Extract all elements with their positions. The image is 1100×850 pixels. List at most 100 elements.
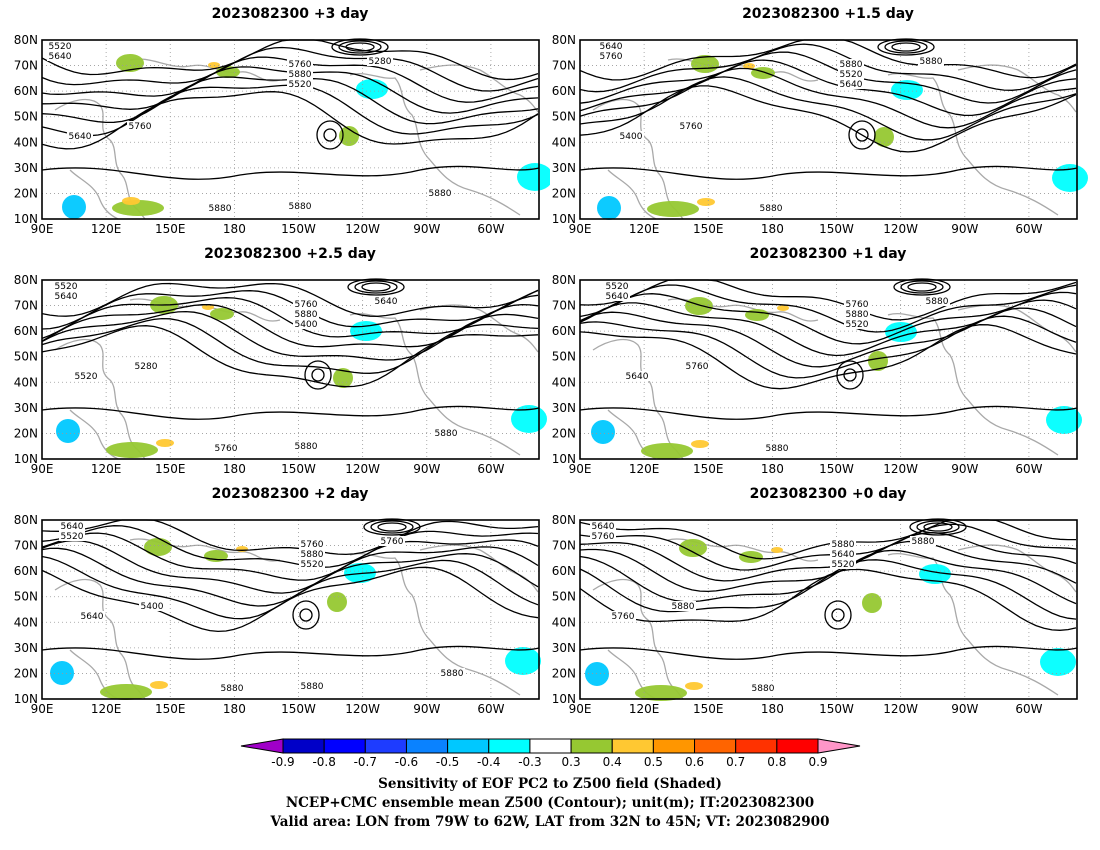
z500-low-contour	[916, 520, 960, 534]
contour-label-bg	[67, 131, 93, 141]
z500-contour	[41, 46, 539, 92]
z500-contour	[41, 539, 539, 594]
contour-label-bg	[610, 611, 636, 621]
contour-label-bg	[287, 79, 313, 89]
z500-contour	[41, 525, 539, 568]
coastline	[887, 72, 1059, 216]
z500-contour	[579, 291, 1077, 345]
contour-label-bg	[47, 41, 73, 51]
contour-label: 5640	[626, 372, 649, 382]
colorbar-tick-label: 0.4	[603, 755, 622, 769]
sensitivity-patch	[208, 62, 220, 68]
z500-contour	[41, 325, 539, 388]
footer-line-2: NCEP+CMC ensemble mean Z500 (Contour); u…	[285, 795, 815, 811]
lat-tick-label: 20N	[552, 426, 576, 440]
contour-label: 5880	[289, 70, 312, 80]
z500-contour	[579, 284, 1077, 333]
sensitivity-patch	[868, 351, 888, 371]
lon-tick-label: 120W	[345, 702, 380, 716]
z500-low-contour	[884, 40, 928, 54]
z500-low-contour	[909, 518, 967, 536]
map-panel: 2023082300 +0 day 5640 5760 5880 5640 5520 57…	[538, 480, 1088, 720]
z500-contour	[579, 523, 1077, 571]
z500-contour	[579, 315, 1077, 379]
lat-tick-label: 80N	[14, 513, 38, 527]
lat-tick-label: 10N	[552, 452, 576, 466]
lat-tick-label: 40N	[14, 135, 38, 149]
contour-label: 5880	[846, 310, 869, 320]
colorbar-swatch	[611, 738, 654, 754]
colorbar-tick-label: 0.5	[644, 755, 663, 769]
contour-label: 5520	[606, 282, 629, 292]
map-panel: 2023082300 +1 day 5520 5640 5760 5880 5520 56…	[538, 240, 1088, 480]
lat-tick-label: 40N	[14, 375, 38, 389]
contour-label: 5760	[301, 540, 324, 550]
map-frame	[579, 39, 1078, 220]
colorbar-tick-label: -0.7	[354, 755, 377, 769]
lat-tick-label: 70N	[552, 59, 576, 73]
sensitivity-patch	[641, 443, 693, 459]
z500-contour	[579, 51, 1077, 104]
lat-tick-label: 80N	[552, 513, 576, 527]
contour-label: 5520	[55, 282, 78, 292]
z500-low-contour	[923, 522, 953, 532]
z500-contour	[41, 310, 539, 361]
contour-label: 5280	[369, 57, 392, 67]
sensitivity-patch	[511, 405, 547, 433]
lon-tick-label: 150E	[693, 222, 724, 236]
lat-tick-label: 80N	[552, 273, 576, 287]
z500-contour	[579, 405, 1078, 420]
z500-contour	[41, 555, 539, 620]
contour-label-bg	[764, 443, 790, 453]
contour-label: 5880	[301, 682, 324, 692]
lon-tick-label: 150W	[819, 702, 854, 716]
coastline	[54, 338, 146, 460]
contour-label-bg	[59, 531, 85, 541]
contour-label-bg	[678, 121, 704, 131]
coastline	[419, 64, 539, 113]
lat-tick-label: 50N	[14, 350, 38, 364]
sensitivity-patch	[1046, 406, 1082, 434]
lat-tick-label: 60N	[552, 84, 576, 98]
sensitivity-patch	[56, 419, 80, 443]
contour-label-bg	[287, 201, 313, 211]
z500-low-contour	[345, 42, 375, 52]
sensitivity-patch	[691, 440, 709, 448]
sensitivity-patch	[116, 54, 144, 72]
lat-tick-label: 20N	[14, 666, 38, 680]
map-panel: 2023082300 +2.5 day 5520 5640 5760 5880 5400…	[0, 240, 550, 480]
colorbar-min-arrow	[240, 738, 284, 754]
lon-tick-label: 90E	[569, 222, 592, 236]
contour-label: 5400	[141, 602, 164, 612]
coastline	[54, 578, 146, 700]
z500-contour	[579, 279, 1077, 321]
coastline	[592, 98, 684, 220]
map-title: 2023082300 +3 day	[211, 6, 369, 22]
colorbar-swatch	[282, 738, 325, 754]
contour-label-bg	[127, 121, 153, 131]
lon-tick-label: 90W	[951, 462, 978, 476]
z500-cutoff-low	[316, 120, 344, 150]
footer-line-3: Valid area: LON from 79W to 62W, LAT fro…	[270, 814, 830, 830]
lat-tick-label: 70N	[14, 539, 38, 553]
colorbar-tick-label: 0.8	[767, 755, 786, 769]
contour-label: 5640	[55, 292, 78, 302]
coastline	[957, 544, 1077, 593]
contour-label-bg	[73, 371, 99, 381]
z500-contour	[41, 294, 539, 340]
lat-tick-label: 30N	[14, 161, 38, 175]
contour-label-bg	[293, 309, 319, 319]
contour-label-bg	[439, 668, 465, 678]
sensitivity-patch	[327, 592, 347, 612]
lat-tick-label: 60N	[14, 564, 38, 578]
contour-label-bg	[287, 69, 313, 79]
lat-tick-label: 40N	[552, 135, 576, 149]
map-panel: 2023082300 +3 day 5520 5640 5760 5880 5520 56…	[0, 0, 550, 240]
contour-label-bg	[379, 536, 405, 546]
contour-label-bg	[670, 601, 696, 611]
contour-label-bg	[750, 683, 776, 693]
coastline	[54, 98, 146, 220]
contour-label: 5880	[832, 540, 855, 550]
